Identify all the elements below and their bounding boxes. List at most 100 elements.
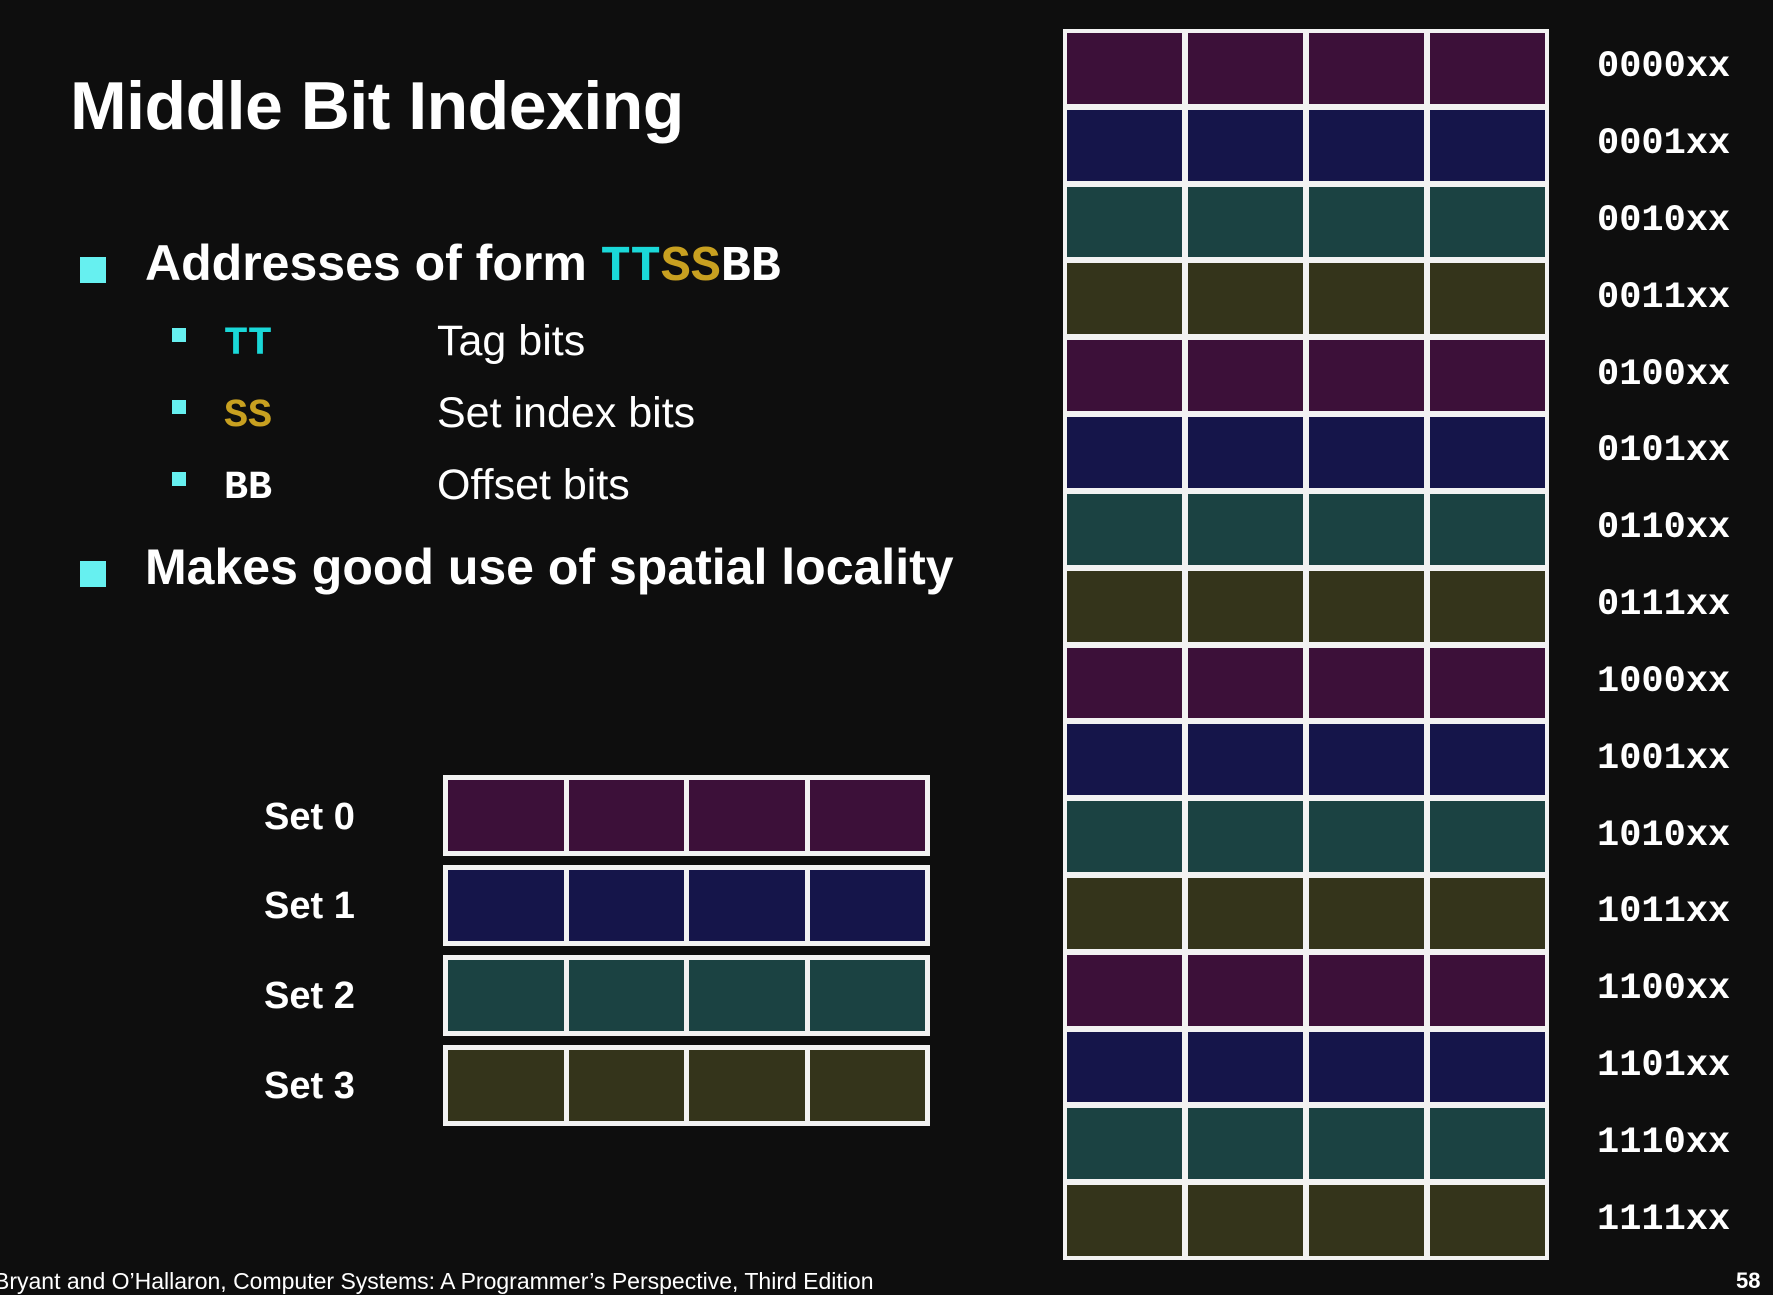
- footer-citation: Bryant and O’Hallaron, Computer Systems:…: [0, 1268, 874, 1294]
- memory-block: [1430, 1108, 1545, 1180]
- slide-title: Middle Bit Indexing: [70, 68, 684, 144]
- memory-line: [1067, 1031, 1545, 1103]
- memory-block: [1309, 33, 1424, 104]
- memory-block: [1067, 877, 1182, 949]
- memory-block: [1067, 263, 1182, 335]
- memory-address-label: 0001xx: [1597, 123, 1731, 166]
- cache-block: [448, 1050, 564, 1121]
- memory-block: [1067, 954, 1182, 1026]
- memory-line: [1067, 801, 1545, 872]
- memory-address-label: 1111xx: [1597, 1198, 1731, 1241]
- sub-bullet-square-icon: [172, 472, 186, 486]
- memory-line: [1067, 570, 1545, 642]
- memory-block: [1309, 801, 1424, 872]
- memory-block: [1188, 570, 1303, 642]
- memory-block: [1188, 801, 1303, 872]
- memory-block: [1430, 570, 1545, 642]
- cache-block: [448, 780, 564, 851]
- memory-address-label: 1010xx: [1597, 814, 1731, 857]
- cache-block: [689, 960, 805, 1031]
- memory-block: [1309, 954, 1424, 1026]
- bullet-addresses-form: Addresses of form TTSSBB: [145, 238, 781, 293]
- memory-block: [1188, 186, 1303, 258]
- cache-set-3: [443, 1045, 930, 1126]
- address-offset-part: BB: [720, 239, 781, 296]
- memory-block: [1309, 186, 1424, 258]
- memory-blocks-grid: [1063, 29, 1549, 1260]
- memory-block: [1309, 493, 1424, 565]
- memory-line: [1067, 647, 1545, 719]
- memory-block: [1067, 1108, 1182, 1180]
- memory-block: [1309, 877, 1424, 949]
- memory-line: [1067, 186, 1545, 258]
- set-label: Set 1: [264, 885, 355, 927]
- memory-address-label: 1001xx: [1597, 737, 1731, 780]
- sub-bullet-offset-code: BB: [224, 466, 273, 511]
- bullet-spatial-locality: Makes good use of spatial locality: [145, 539, 954, 595]
- bullet-addresses-prefix: Addresses of form: [145, 235, 601, 291]
- sub-bullet-set-code: SS: [224, 394, 273, 439]
- memory-block: [1188, 493, 1303, 565]
- memory-address-label: 0101xx: [1597, 430, 1731, 473]
- cache-block: [448, 870, 564, 941]
- memory-block: [1430, 186, 1545, 258]
- memory-line: [1067, 493, 1545, 565]
- memory-block: [1188, 724, 1303, 796]
- memory-block: [1188, 647, 1303, 719]
- memory-block: [1430, 33, 1545, 104]
- memory-block: [1430, 1031, 1545, 1103]
- memory-address-label: 1100xx: [1597, 968, 1731, 1011]
- sub-bullet-offset-desc: Offset bits: [437, 461, 630, 509]
- memory-block: [1188, 109, 1303, 181]
- memory-block: [1067, 340, 1182, 412]
- cache-block: [809, 960, 925, 1031]
- memory-block: [1188, 1031, 1303, 1103]
- memory-address-label: 0011xx: [1597, 276, 1731, 319]
- memory-block: [1430, 1185, 1545, 1256]
- set-label: Set 0: [264, 796, 355, 838]
- memory-block: [1309, 724, 1424, 796]
- cache-block: [568, 1050, 684, 1121]
- memory-block: [1430, 493, 1545, 565]
- sub-bullet-set-desc: Set index bits: [437, 389, 696, 437]
- sub-bullet-tag-desc: Tag bits: [437, 317, 586, 365]
- memory-block: [1309, 340, 1424, 412]
- set-label: Set 3: [264, 1065, 355, 1107]
- address-set-part: SS: [660, 239, 721, 296]
- sub-bullet-square-icon: [172, 400, 186, 414]
- memory-block: [1067, 724, 1182, 796]
- memory-block: [1430, 109, 1545, 181]
- memory-block: [1067, 186, 1182, 258]
- memory-address-label: 0110xx: [1597, 507, 1731, 550]
- cache-block: [568, 960, 684, 1031]
- cache-block: [809, 780, 925, 851]
- memory-block: [1309, 1108, 1424, 1180]
- memory-line: [1067, 1108, 1545, 1180]
- memory-address-label: 1000xx: [1597, 660, 1731, 703]
- cache-block: [689, 870, 805, 941]
- memory-block: [1067, 417, 1182, 488]
- sub-bullet-square-icon: [172, 328, 186, 342]
- cache-block: [689, 1050, 805, 1121]
- memory-block: [1430, 263, 1545, 335]
- cache-block: [448, 960, 564, 1031]
- sub-bullet-tag-code: TT: [224, 322, 273, 367]
- address-tag-part: TT: [600, 239, 661, 296]
- memory-block: [1430, 801, 1545, 872]
- memory-address-label: 1011xx: [1597, 891, 1731, 934]
- memory-line: [1067, 340, 1545, 412]
- memory-block: [1067, 801, 1182, 872]
- bullet-square-icon: [80, 561, 106, 587]
- memory-block: [1430, 954, 1545, 1026]
- memory-block: [1188, 1108, 1303, 1180]
- memory-line: [1067, 954, 1545, 1026]
- memory-address-label: 0000xx: [1597, 46, 1731, 89]
- bullet-square-icon: [80, 257, 106, 283]
- memory-block: [1309, 263, 1424, 335]
- memory-line: [1067, 877, 1545, 949]
- set-label: Set 2: [264, 975, 355, 1017]
- memory-block: [1067, 33, 1182, 104]
- memory-block: [1309, 109, 1424, 181]
- memory-line: [1067, 33, 1545, 104]
- memory-block: [1430, 417, 1545, 488]
